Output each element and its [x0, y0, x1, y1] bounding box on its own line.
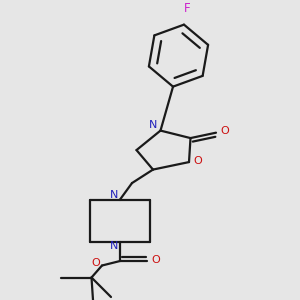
Text: N: N	[149, 120, 157, 130]
Text: O: O	[220, 126, 229, 136]
Text: O: O	[193, 156, 202, 166]
Text: N: N	[110, 190, 118, 200]
Text: F: F	[184, 2, 190, 15]
Text: O: O	[92, 257, 100, 268]
Text: O: O	[151, 254, 160, 265]
Text: N: N	[110, 241, 118, 251]
